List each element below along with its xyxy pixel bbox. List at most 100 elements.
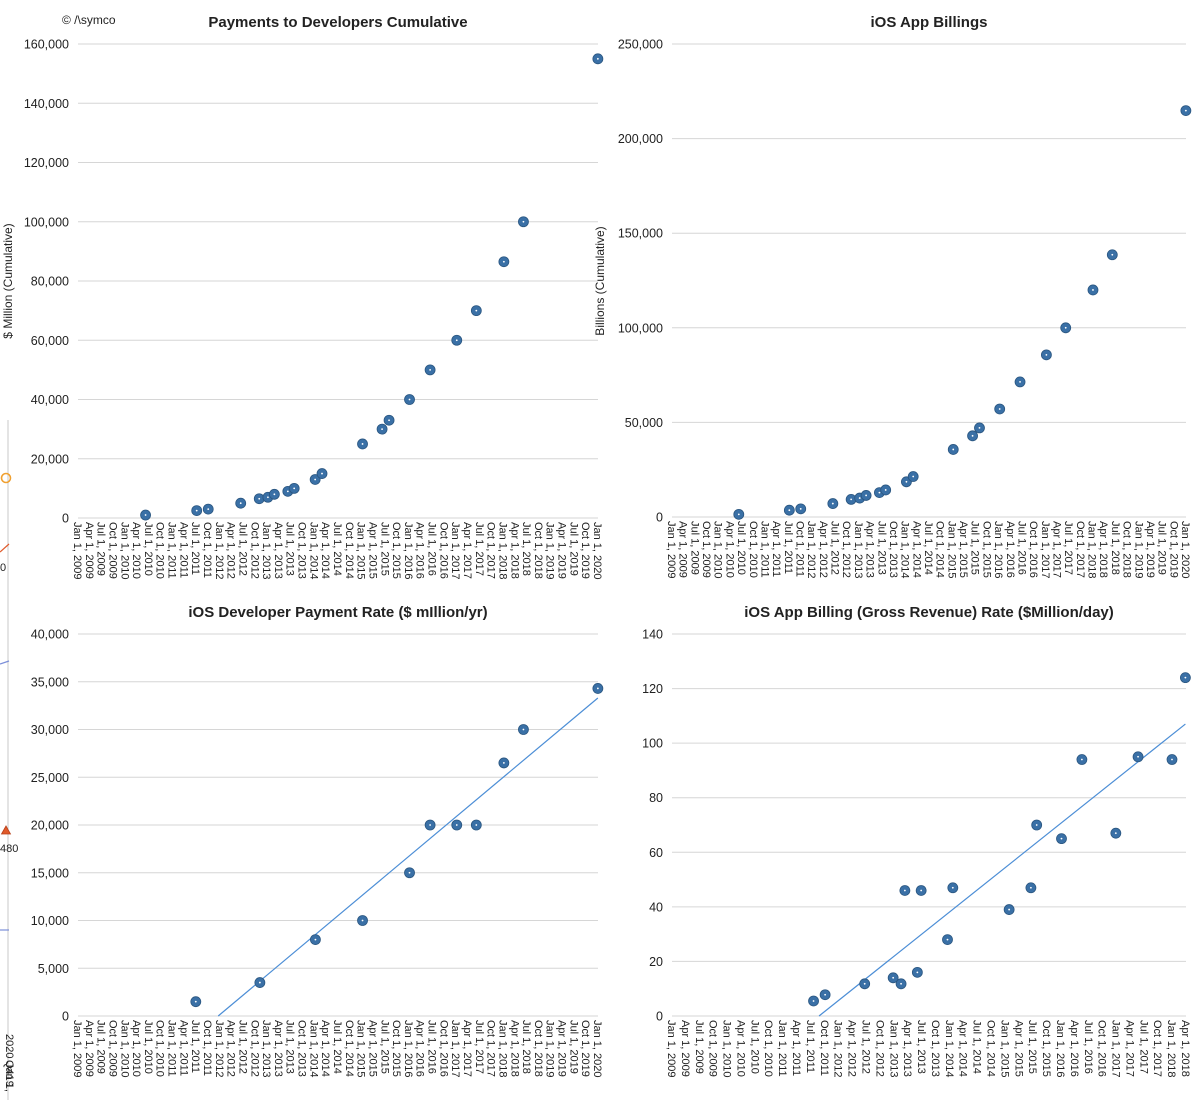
x-tick-label: Oct 1, 2014 xyxy=(985,1020,997,1077)
y-tick-label: 20,000 xyxy=(31,452,69,466)
edge-quarter-label: Q419 xyxy=(3,1060,15,1087)
x-tick-label: Jul 1, 2009 xyxy=(688,521,700,575)
chart-app-billings: iOS App Billings Billions (Cumulative) 0 50… xyxy=(593,14,1192,579)
x-tick-label: Apr 1, 2015 xyxy=(957,521,969,578)
data-point-center xyxy=(1111,253,1114,256)
x-tick-label: Apr 1, 2019 xyxy=(556,1020,568,1077)
x-tick-label: Apr 1, 2009 xyxy=(679,1020,691,1077)
edge-orange-marker xyxy=(0,472,12,484)
x-tick-label: Jan 1, 2014 xyxy=(307,522,319,580)
data-point-center xyxy=(1035,824,1038,826)
x-tick-label: Oct 1, 2019 xyxy=(1167,521,1179,578)
data-point-center xyxy=(1137,755,1139,758)
data-point-center xyxy=(194,1000,197,1003)
data-point-center xyxy=(850,498,853,501)
x-tick-label: Oct 1, 2013 xyxy=(296,522,308,579)
x-tick-label: Apr 1, 2015 xyxy=(366,1020,378,1077)
x-tick-label: Jan 1, 2019 xyxy=(544,522,556,580)
x-tick-label: Jan 1, 2009 xyxy=(71,522,83,580)
data-point-center xyxy=(321,472,323,475)
x-tick-label: Apr 1, 2013 xyxy=(272,522,284,579)
x-tick-label: Apr 1, 2011 xyxy=(177,522,189,578)
x-tick-label: Jan 1, 2016 xyxy=(402,1020,414,1078)
x-tick-label: Oct 1, 2012 xyxy=(873,1020,885,1077)
data-point-center xyxy=(951,886,954,889)
data-point-center xyxy=(788,509,791,512)
x-tick-label: Jul 1, 2019 xyxy=(567,1020,579,1074)
x-tick-label: Apr 1, 2014 xyxy=(957,1020,969,1077)
x-tick-label: Oct 1, 2017 xyxy=(1151,1020,1163,1077)
data-point-center xyxy=(905,480,908,483)
x-tick-label: Jul 1, 2019 xyxy=(1156,521,1168,575)
x-tick-label: Oct 1, 2019 xyxy=(579,1020,591,1077)
x-tick-label: Jul 1, 2018 xyxy=(520,1020,532,1074)
data-point-center xyxy=(824,993,827,996)
x-tick-label: Jan 1, 2020 xyxy=(1179,521,1191,579)
data-point-center xyxy=(916,971,919,974)
x-tick-label: Apr 1, 2010 xyxy=(734,1020,746,1077)
y-tick-label: 140 xyxy=(642,628,663,642)
x-tick-label: Apr 1, 2011 xyxy=(177,1020,189,1076)
x-tick-label: Jan 1, 2017 xyxy=(1039,521,1051,579)
x-tick-label: Oct 1, 2015 xyxy=(1040,1020,1052,1077)
x-tick-label: Apr 1, 2010 xyxy=(130,1020,142,1077)
x-tick-label: Jul 1, 2013 xyxy=(915,1020,927,1074)
data-point-center xyxy=(952,448,955,451)
x-tick-label: Jul 1, 2010 xyxy=(142,522,154,576)
x-tick-label: Jan 1, 2011 xyxy=(166,522,178,579)
x-tick-label: Jul 1, 2017 xyxy=(1137,1020,1149,1074)
data-point-center xyxy=(1045,353,1048,356)
data-point-center xyxy=(946,938,949,941)
x-tick-label: Apr 1, 2009 xyxy=(677,521,689,578)
x-tick-label: Jul 1, 2014 xyxy=(331,522,343,576)
y-axis-label: $ Million (Cumulative) xyxy=(1,223,15,338)
data-point-center xyxy=(998,408,1001,410)
data-point-center xyxy=(596,687,599,690)
x-tick-label: Oct 1, 2015 xyxy=(390,522,402,579)
chart-title: Payments to Developers Cumulative xyxy=(208,14,467,31)
x-tick-label: Jan 1, 2017 xyxy=(449,522,461,580)
x-tick-label: Jan 1, 2016 xyxy=(1054,1020,1066,1078)
data-point-center xyxy=(314,478,317,481)
y-tick-label: 160,000 xyxy=(24,38,69,52)
x-tick-label: Jul 1, 2019 xyxy=(567,522,579,576)
x-tick-label: Jan 1, 2015 xyxy=(998,1020,1010,1078)
data-point-center xyxy=(912,475,915,478)
data-point-center xyxy=(596,57,599,60)
x-tick-label: Oct 1, 2010 xyxy=(154,522,166,579)
data-point-center xyxy=(1080,758,1083,761)
x-tick-label: Oct 1, 2015 xyxy=(980,521,992,578)
trendline xyxy=(818,723,1186,1017)
x-tick-label: Jan 1, 2012 xyxy=(805,521,817,579)
svg-text:2020: 2020 xyxy=(3,1034,15,1058)
x-tick-label: Jan 1, 2013 xyxy=(260,1020,272,1078)
x-tick-label: Jan 1, 2009 xyxy=(665,521,677,579)
x-tick-label: Oct 1, 2011 xyxy=(201,522,213,578)
chart-title: iOS Developer Payment Rate ($ mIllion/yr… xyxy=(188,604,487,621)
chart-billing-rate: iOS App Billing (Gross Revenue) Rate ($M… xyxy=(642,604,1191,1078)
data-point-center xyxy=(267,496,269,499)
x-tick-label: Jan 1, 2016 xyxy=(402,522,414,580)
x-tick-label: Apr 1, 2016 xyxy=(414,1020,426,1077)
x-tick-label: Jul 1, 2009 xyxy=(95,1020,107,1074)
data-point-center xyxy=(920,889,923,892)
x-tick-label: Jul 1, 2016 xyxy=(426,522,438,576)
x-tick-label: Jul 1, 2017 xyxy=(473,522,485,576)
x-tick-label: Jan 1, 2012 xyxy=(213,522,225,580)
x-tick-label: Oct 1, 2010 xyxy=(762,1020,774,1077)
y-tick-label: 0 xyxy=(656,1010,663,1024)
x-tick-label: Oct 1, 2019 xyxy=(579,522,591,579)
data-point-center xyxy=(361,919,364,922)
x-tick-label: Jul 1, 2010 xyxy=(735,521,747,575)
y-tick-label: 40,000 xyxy=(31,628,69,642)
x-tick-label: Apr 1, 2019 xyxy=(556,522,568,579)
x-tick-label: Jul 1, 2016 xyxy=(1082,1020,1094,1074)
x-tick-label: Jul 1, 2015 xyxy=(378,1020,390,1074)
x-tick-label: Oct 1, 2018 xyxy=(532,522,544,579)
y-tick-label: 50,000 xyxy=(625,416,663,430)
y-tick-label: 120,000 xyxy=(24,156,69,170)
x-tick-label: Jul 1, 2011 xyxy=(189,1020,201,1073)
x-tick-label: Jul 1, 2015 xyxy=(1026,1020,1038,1074)
x-tick-label: Jan 1, 2011 xyxy=(166,1020,178,1077)
x-tick-label: Apr 1, 2018 xyxy=(508,522,520,579)
